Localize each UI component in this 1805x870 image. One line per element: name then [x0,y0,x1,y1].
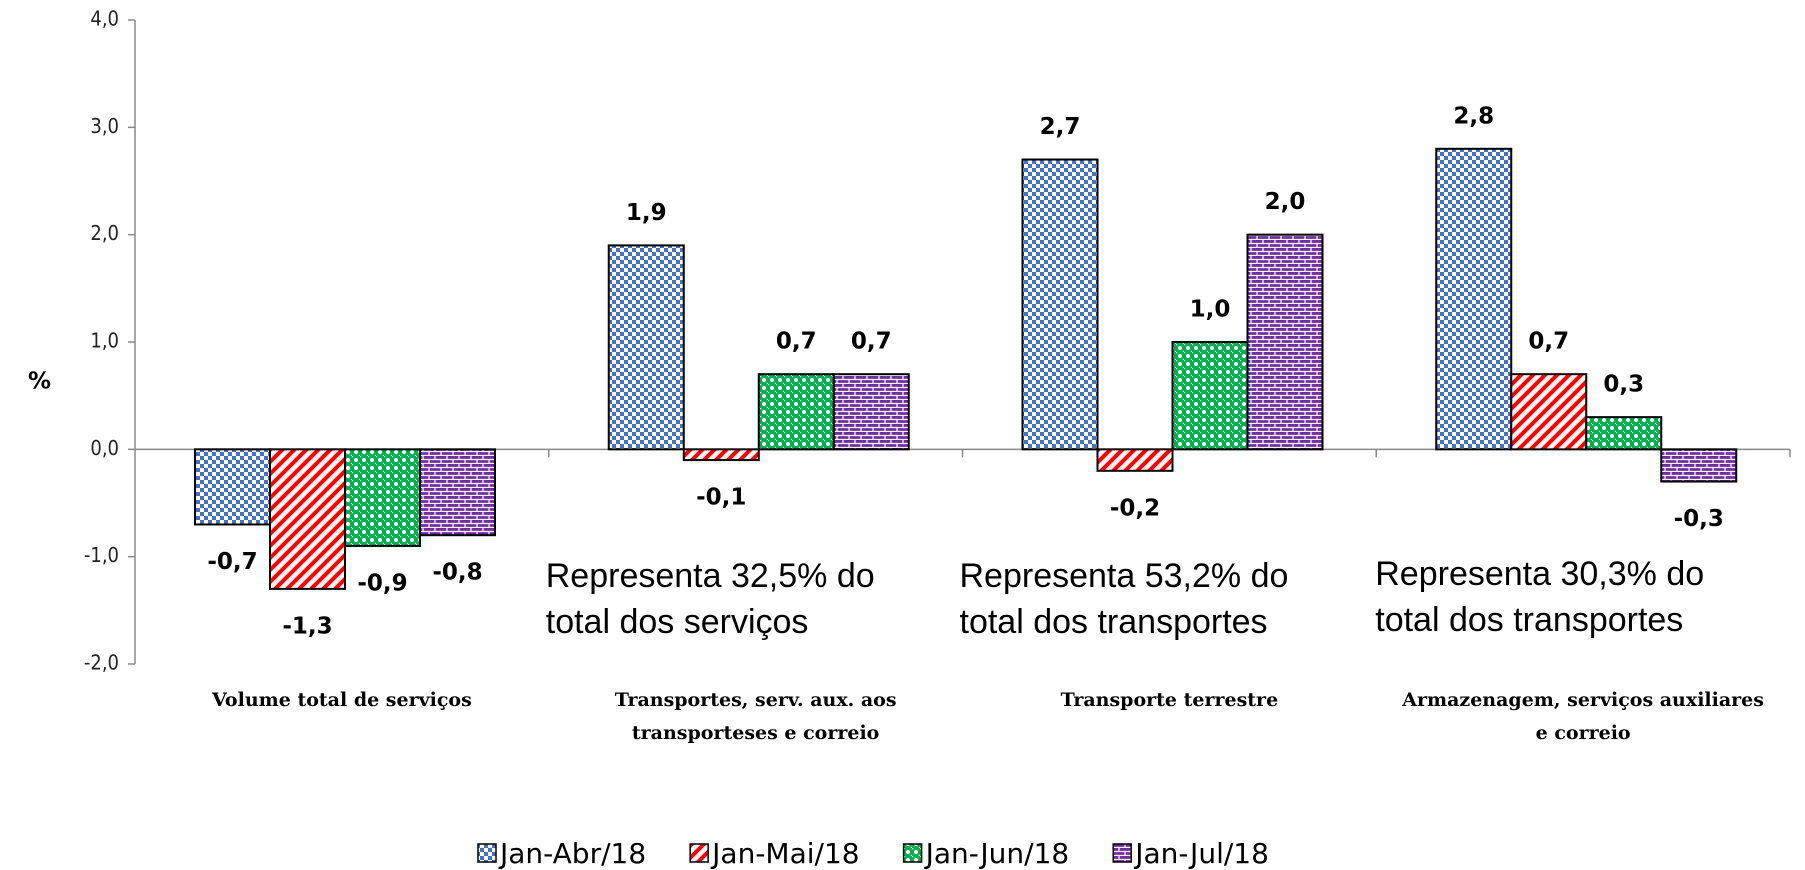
value-label: 1,9 [626,200,667,226]
y-tick-label: -2,0 [84,651,119,675]
legend-label: Jan-Jun/18 [924,837,1070,870]
y-tick-label: -1,0 [84,543,119,567]
value-label: 1,0 [1190,297,1231,323]
y-tick-label: 0,0 [90,436,119,460]
legend-label: Jan-Jul/18 [1133,837,1269,870]
y-axis-label: % [28,369,51,395]
legend-swatch [689,843,709,863]
value-label: 0,3 [1603,372,1644,398]
bar [832,373,910,451]
annotation: Representa 30,3% do total dos transporte… [1375,555,1705,639]
bar [1510,373,1588,451]
legend-swatch [1112,843,1132,863]
y-tick-label: 3,0 [90,114,119,138]
value-label: 0,7 [1528,329,1569,355]
y-tick-label: 4,0 [90,7,119,31]
bar [1585,416,1663,451]
value-label: -0,1 [696,485,746,511]
x-tick-label: Transporte terrestre [1060,689,1279,711]
x-tick-label: Volume total de serviços [211,689,472,711]
bar [682,448,760,462]
bar [1171,341,1249,451]
value-label: -0,7 [207,549,257,575]
value-label: -0,3 [1674,506,1724,532]
value-label: -0,8 [432,560,482,586]
y-tick-label: 2,0 [90,221,119,245]
bar [1246,233,1324,451]
bar [607,244,685,451]
bar [1435,147,1513,451]
annotation: Representa 32,5% do total dos serviços [545,557,875,641]
value-label: 2,0 [1265,189,1306,215]
legend-swatch [902,843,923,863]
value-label: 2,7 [1040,114,1081,140]
y-tick-label: 1,0 [90,329,119,353]
value-label: -0,9 [357,570,407,596]
annotation: Representa 53,2% do total dos transporte… [959,557,1289,641]
x-tick-label: Transportes, serv. aux. aos transportese… [614,689,897,744]
bar [1021,158,1099,451]
bar [757,373,835,451]
bar [344,448,421,547]
value-label: 2,8 [1453,103,1494,129]
bar [269,448,346,590]
bar [1660,448,1738,483]
value-label: 0,7 [851,329,892,355]
bar [1096,448,1174,472]
value-label: -1,3 [282,613,332,639]
value-label: -0,2 [1110,495,1160,521]
legend-label: Jan-Mai/18 [710,837,859,870]
legend-label: Jan-Abr/18 [498,837,646,870]
x-tick-label: Armazenagem, serviços auxiliares e corre… [1402,689,1764,744]
legend-swatch [477,843,497,863]
value-label: 0,7 [776,329,817,355]
bar [419,448,496,537]
bar [194,448,271,526]
